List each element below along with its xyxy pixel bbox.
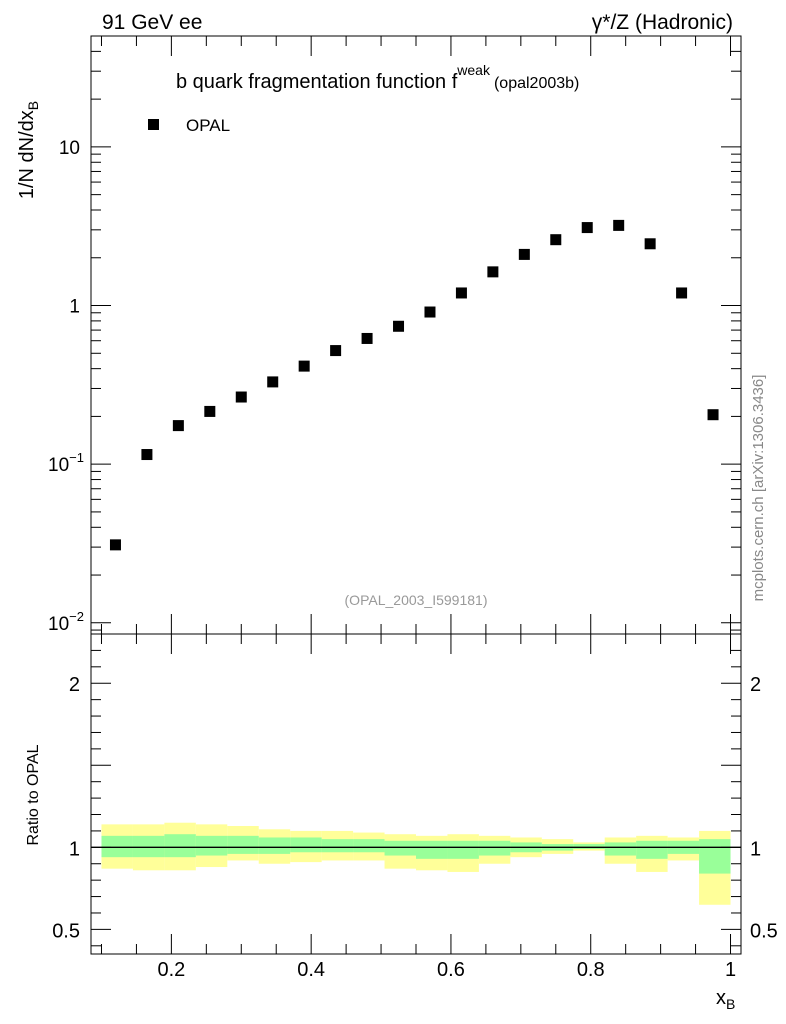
main-y-tick-label: 10−2	[48, 609, 84, 635]
ratio-band-bin	[478, 840, 511, 856]
ratio-band-bin	[195, 835, 228, 856]
data-point-opal	[393, 320, 405, 332]
ratio-ticks	[91, 634, 741, 954]
x-tick-label: 0.4	[297, 959, 325, 981]
ratio-frame	[90, 633, 742, 955]
data-point-opal	[267, 376, 279, 388]
x-tick-label: 0.2	[157, 959, 185, 981]
main-y-tick-label: 1	[69, 297, 80, 318]
ratio-band-bin	[132, 835, 165, 858]
data-point-opal	[109, 539, 121, 551]
ratio-band-bin	[227, 835, 259, 854]
ratio-band-bin	[384, 840, 416, 856]
header-right: γ*/Z (Hadronic)	[592, 11, 733, 34]
watermark: mcplots.cern.ch [arXiv:1306.3436]	[750, 375, 767, 602]
main-y-tick-label: 10	[59, 138, 80, 159]
main-ticks	[91, 35, 741, 634]
ratio-band-bin	[416, 840, 448, 859]
main-y-tick-label: 10−1	[48, 450, 84, 476]
ratio-band-bin	[164, 834, 196, 858]
ratio-y-axis-label: Ratio to OPAL	[25, 744, 42, 845]
ratio-band-bin	[290, 837, 322, 853]
data-point-opal	[644, 238, 656, 250]
data-point-opal	[581, 222, 593, 234]
ratio-band-bin	[353, 839, 385, 853]
main-title: b quark fragmentation function fweak(opa…	[176, 62, 579, 93]
ratio-y-tick-label-right: 0.5	[750, 920, 778, 942]
ratio-y-tick-label-left: 2	[69, 674, 80, 696]
ratio-y-tick-labels: 0.5 0.5 1 1 2 2	[52, 674, 778, 942]
main-markers	[109, 219, 719, 551]
data-point-opal	[613, 219, 625, 231]
legend: OPAL	[148, 116, 230, 135]
main-y-axis-label: 1/N dN/dxB	[16, 101, 41, 199]
ratio-y-tick-label-left: 0.5	[52, 920, 80, 942]
ratio-y-tick-label-right: 1	[750, 838, 761, 860]
ratio-band-bin	[604, 842, 637, 856]
data-point-opal	[550, 234, 562, 246]
ratio-bands	[101, 822, 731, 905]
ratio-band-bin	[636, 840, 668, 859]
ratio-y-tick-label-right: 2	[750, 674, 761, 696]
data-point-opal	[707, 409, 719, 421]
ratio-band-bin	[573, 844, 605, 849]
data-point-opal	[424, 306, 436, 318]
data-point-opal	[172, 420, 184, 432]
analysis-label: (OPAL_2003_I599181)	[345, 592, 488, 608]
data-point-opal	[298, 360, 310, 372]
ratio-band-bin	[101, 835, 133, 858]
x-axis-label: xB	[716, 987, 735, 1012]
x-tick-label: 1	[725, 959, 736, 981]
data-point-opal	[361, 332, 373, 344]
data-point-opal	[330, 345, 342, 357]
data-point-opal	[141, 449, 153, 461]
x-tick-label: 0.6	[437, 959, 465, 981]
ratio-band-bin	[258, 837, 291, 854]
main-y-tick-labels: 10−2 10−1 1 10	[48, 138, 84, 635]
data-point-opal	[455, 287, 467, 299]
data-point-opal	[518, 248, 530, 260]
legend-label-opal: OPAL	[186, 116, 230, 135]
ratio-band-bin	[321, 839, 354, 853]
main-panel: b quark fragmentation function fweak(opa…	[16, 35, 742, 635]
data-point-opal	[235, 391, 247, 403]
data-point-opal	[204, 405, 216, 417]
ratio-band-bin	[447, 840, 479, 859]
header-left: 91 GeV ee	[102, 11, 202, 34]
ratio-y-tick-label-left: 1	[69, 838, 80, 860]
data-point-opal	[487, 266, 499, 278]
legend-marker	[148, 119, 159, 130]
data-point-opal	[676, 287, 688, 299]
ratio-panel: 0.5 0.5 1 1 2 2 0.2 0.4 0.6 0.8 1 Ratio to OPAL x…	[25, 633, 778, 1012]
x-tick-labels: 0.2 0.4 0.6 0.8 1	[157, 959, 736, 981]
ratio-band-bin	[699, 839, 731, 874]
x-tick-label: 0.8	[577, 959, 605, 981]
